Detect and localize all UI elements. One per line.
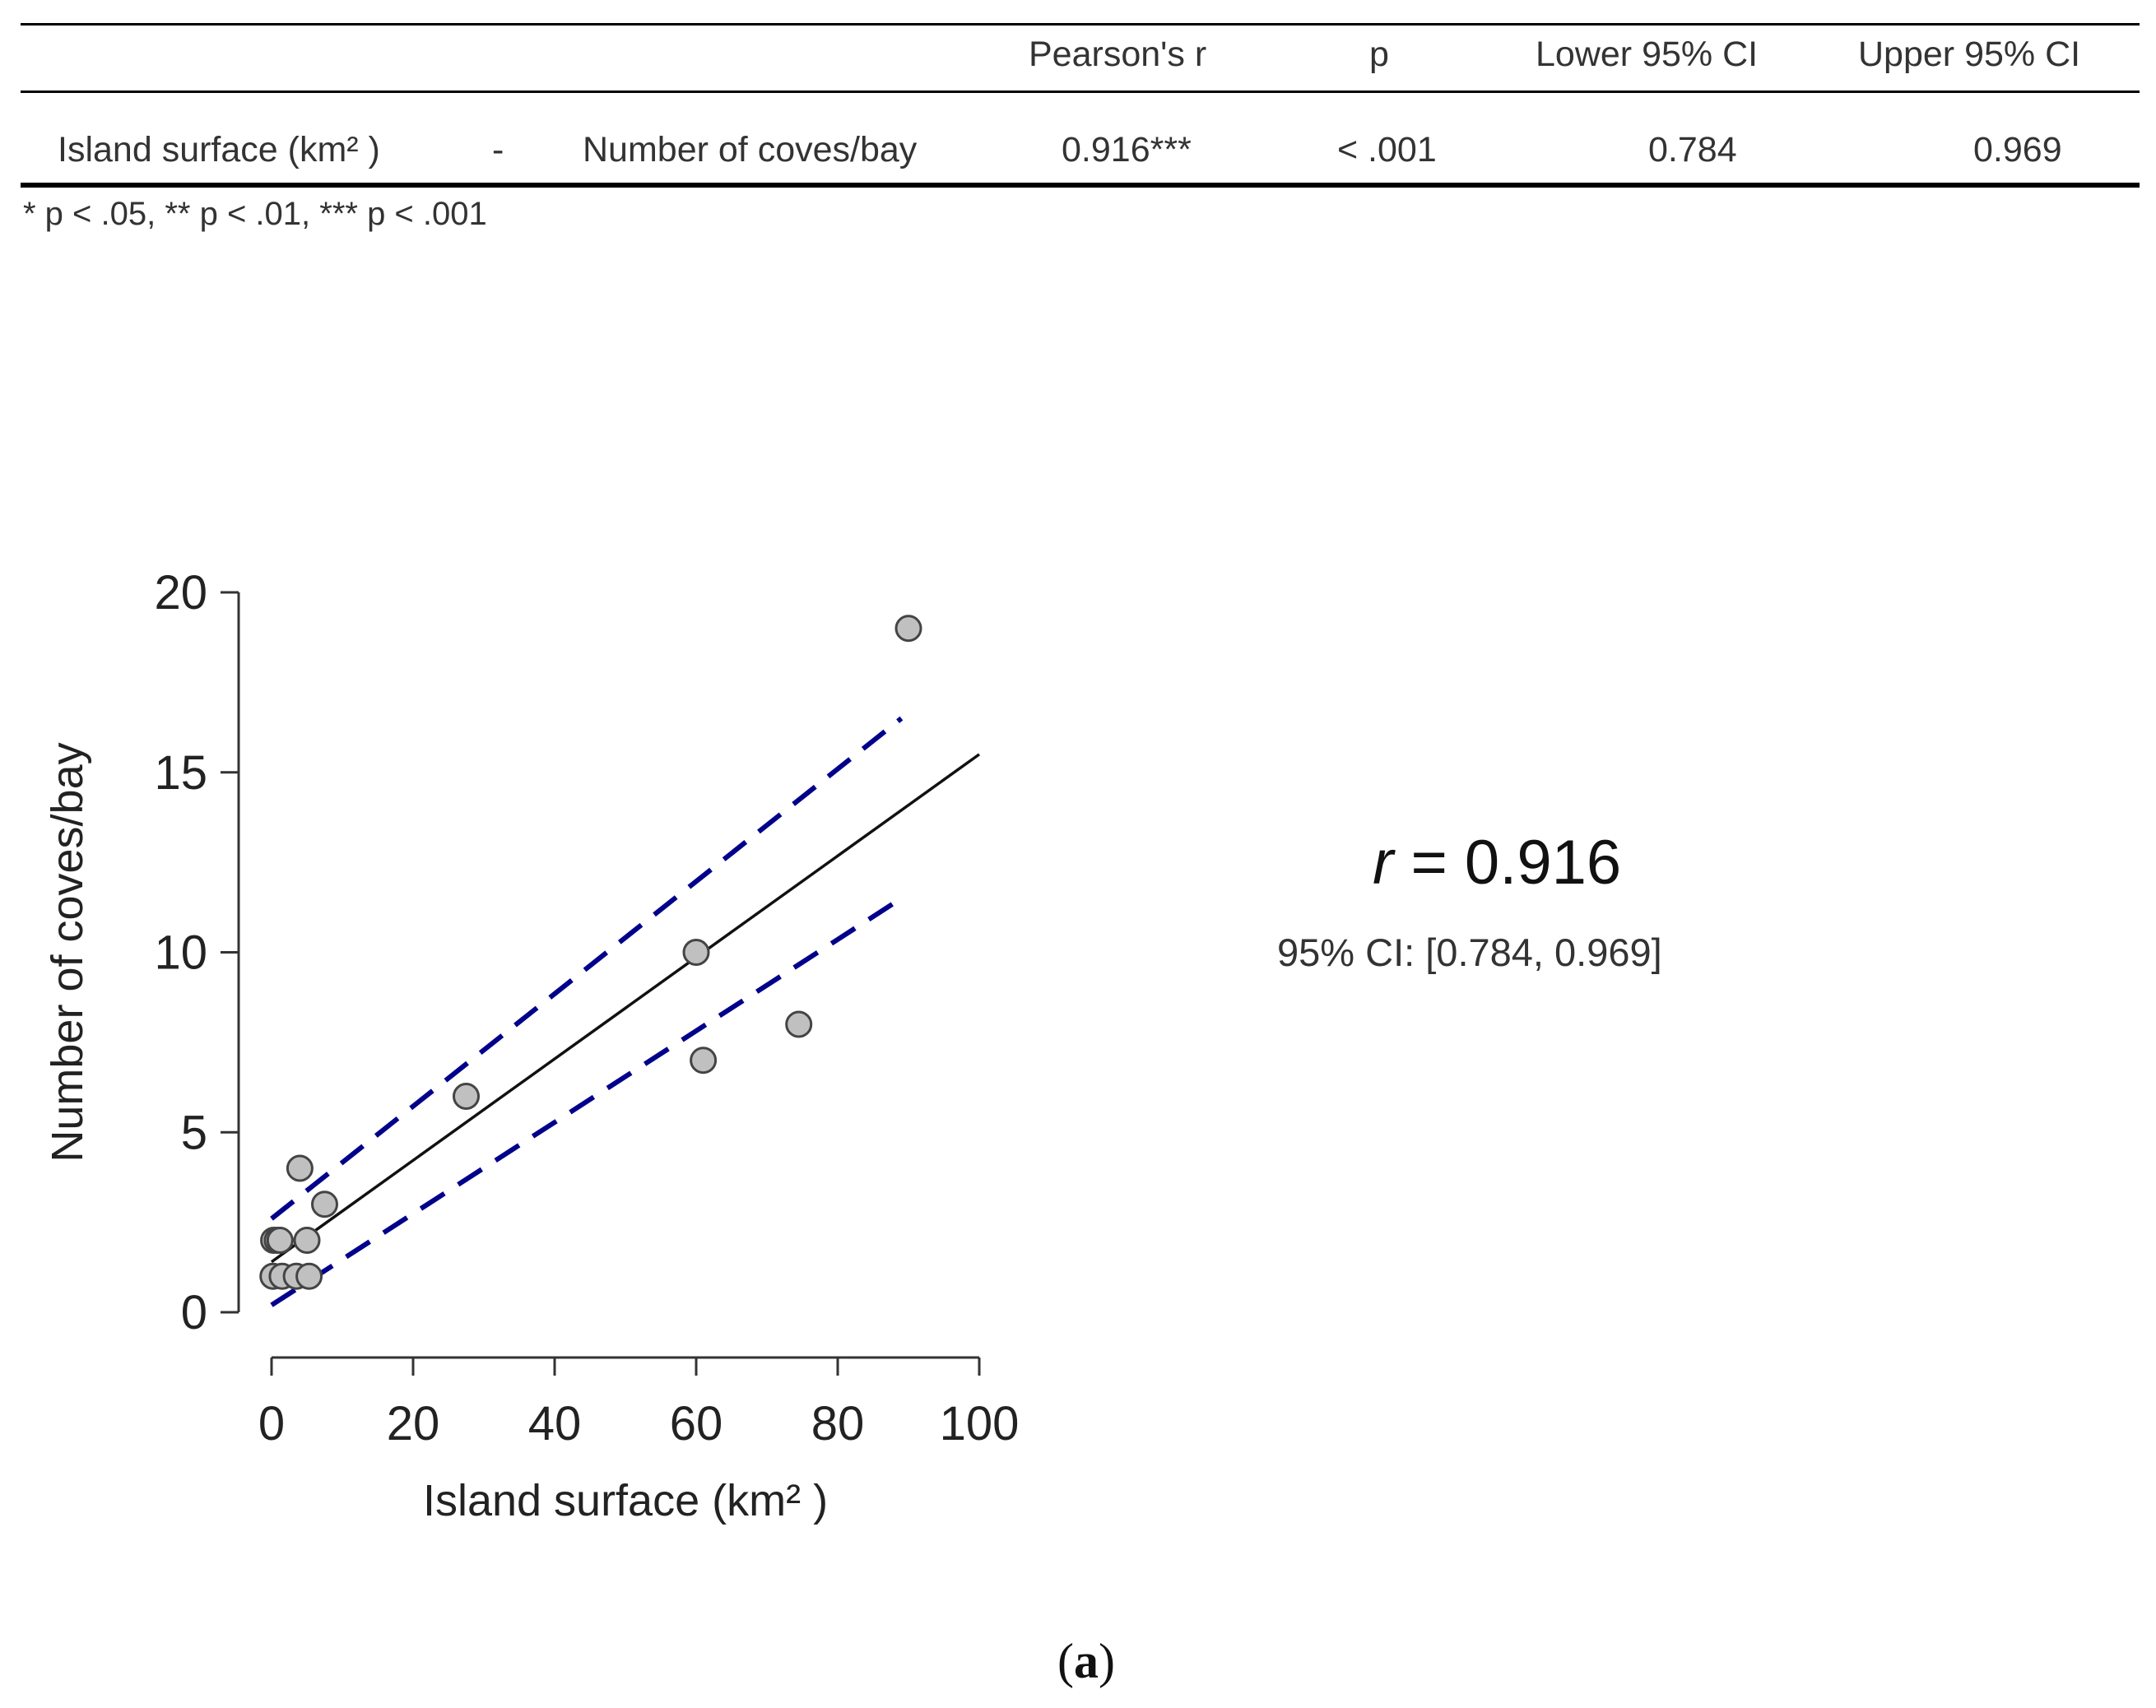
x-tick-label: 40 bbox=[528, 1397, 582, 1450]
header-pearsons-r: Pearson's r bbox=[1029, 35, 1207, 74]
x-tick-label: 0 bbox=[258, 1397, 285, 1450]
regression-line bbox=[270, 753, 981, 1264]
y-tick-label: 15 bbox=[154, 746, 207, 800]
x-tick-label: 20 bbox=[387, 1397, 440, 1450]
caption-open: ( bbox=[1057, 1634, 1074, 1688]
data-point bbox=[286, 1154, 314, 1182]
r-symbol: r bbox=[1373, 828, 1394, 898]
y-tick-label: 10 bbox=[154, 926, 207, 980]
x-tick-label: 80 bbox=[811, 1397, 865, 1450]
figure-caption: (a) bbox=[1029, 1633, 1144, 1690]
y-tick-label: 5 bbox=[181, 1106, 207, 1159]
row-dash: - bbox=[492, 130, 504, 169]
ci-lower-line bbox=[270, 896, 904, 1307]
y-tick-label: 0 bbox=[181, 1286, 207, 1339]
y-tick-label: 20 bbox=[154, 566, 207, 620]
data-point bbox=[785, 1010, 813, 1038]
data-point bbox=[295, 1262, 323, 1290]
y-axis-label: Number of coves/bay bbox=[43, 742, 92, 1162]
table-bottom-rule bbox=[21, 183, 2140, 188]
caption-close: ) bbox=[1099, 1634, 1115, 1688]
caption-letter: a bbox=[1074, 1634, 1099, 1688]
x-tick-label: 100 bbox=[940, 1397, 1020, 1450]
header-p: p bbox=[1369, 35, 1389, 74]
row-p: < .001 bbox=[1337, 130, 1437, 169]
r-value: = 0.916 bbox=[1410, 828, 1622, 898]
data-point bbox=[293, 1227, 321, 1254]
ci-upper-line bbox=[270, 716, 904, 1221]
row-upper-ci: 0.969 bbox=[1973, 130, 2062, 169]
data-point bbox=[682, 939, 710, 966]
x-axis-label: Island surface (km² ) bbox=[423, 1476, 828, 1525]
data-point bbox=[690, 1047, 718, 1074]
table-footnote: * p < .05, ** p < .01, *** p < .001 bbox=[23, 196, 487, 232]
table-header-rule bbox=[21, 91, 2140, 93]
row-lower-ci: 0.784 bbox=[1648, 130, 1737, 169]
table-top-rule bbox=[21, 23, 2140, 26]
row-variable-1: Island surface (km² ) bbox=[58, 130, 380, 169]
header-lower-ci: Lower 95% CI bbox=[1536, 35, 1759, 74]
data-point bbox=[266, 1227, 294, 1254]
x-tick-label: 60 bbox=[670, 1397, 723, 1450]
ci-annotation: 95% CI: [0.784, 0.969] bbox=[1277, 931, 1662, 974]
data-point bbox=[894, 615, 922, 643]
row-pearsons-r: 0.916*** bbox=[1062, 130, 1192, 169]
data-point bbox=[311, 1190, 338, 1218]
header-upper-ci: Upper 95% CI bbox=[1858, 35, 2081, 74]
r-annotation: r = 0.916 bbox=[1373, 827, 1621, 898]
data-point bbox=[453, 1083, 480, 1110]
row-variable-2: Number of coves/bay bbox=[583, 130, 918, 169]
